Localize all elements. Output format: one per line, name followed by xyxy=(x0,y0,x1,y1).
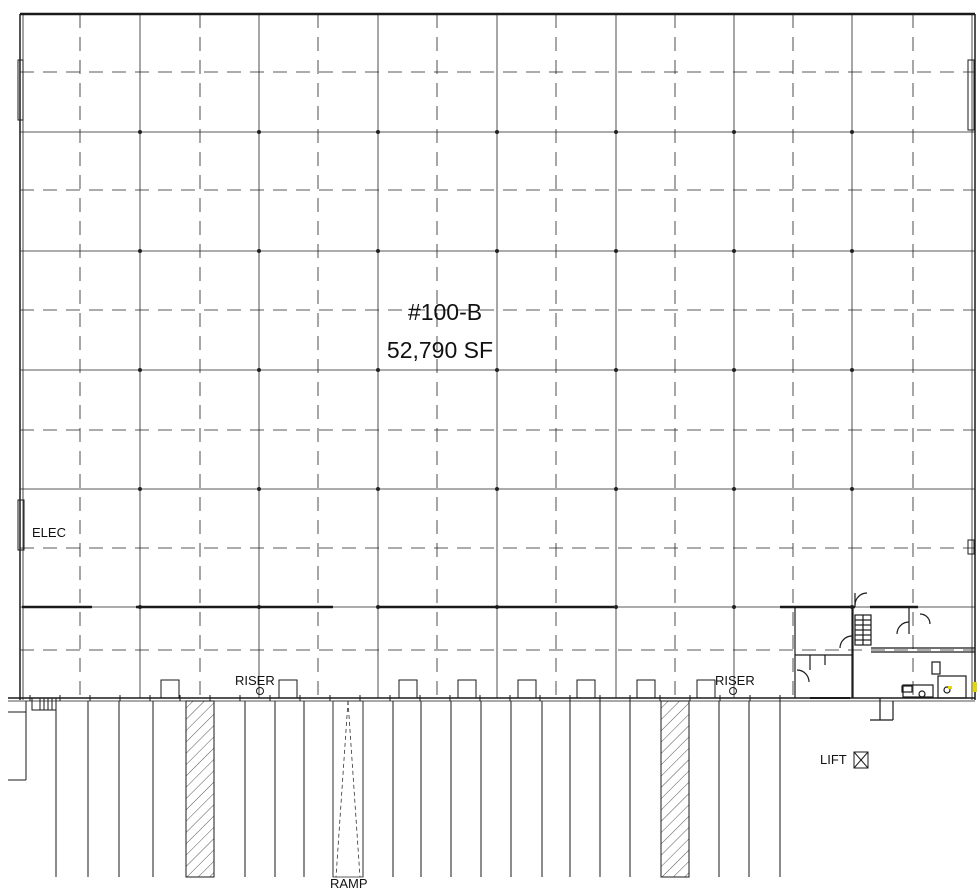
ramp xyxy=(332,700,364,878)
column-dot xyxy=(138,130,142,134)
hatched-aisle-left xyxy=(185,700,215,878)
column-dot xyxy=(732,368,736,372)
unit-number: #100-B xyxy=(408,299,482,325)
dock-door xyxy=(160,679,180,699)
riser-label-left: RISER xyxy=(235,673,275,688)
column-dot xyxy=(257,368,261,372)
dock-door xyxy=(457,679,477,699)
dock-door xyxy=(517,679,537,699)
column-dot xyxy=(376,487,380,491)
column-dot xyxy=(614,605,618,609)
ramp-label: RAMP xyxy=(330,876,368,890)
hatched-aisle-right xyxy=(660,700,690,878)
dock-doors xyxy=(29,679,781,701)
accent-marks xyxy=(948,682,977,692)
column-dot xyxy=(495,249,499,253)
dock-door xyxy=(278,679,298,699)
column-dot xyxy=(138,368,142,372)
column-dot xyxy=(495,130,499,134)
column-dot xyxy=(376,130,380,134)
dock-door xyxy=(576,679,596,699)
column-dot xyxy=(257,249,261,253)
column-dot xyxy=(138,487,142,491)
column-dot xyxy=(614,249,618,253)
column-dot xyxy=(732,130,736,134)
column-dot xyxy=(614,487,618,491)
column-dot xyxy=(614,368,618,372)
dock-door xyxy=(398,679,418,699)
left-dock xyxy=(8,697,57,781)
office-core xyxy=(794,592,975,721)
lift-symbol xyxy=(853,751,869,769)
column-dot xyxy=(614,130,618,134)
column-dot xyxy=(495,487,499,491)
column-dot xyxy=(850,130,854,134)
unit-area: 52,790 SF xyxy=(387,337,493,363)
column-dot xyxy=(850,368,854,372)
column-dot xyxy=(376,368,380,372)
dock-door xyxy=(636,679,656,699)
column-dot xyxy=(138,249,142,253)
column-dot xyxy=(495,368,499,372)
dock-door xyxy=(696,679,716,699)
column-dot xyxy=(850,249,854,253)
riser-symbols xyxy=(256,687,737,695)
lift-label: LIFT xyxy=(820,752,847,767)
column-dot xyxy=(257,487,261,491)
elec-label: ELEC xyxy=(32,525,66,540)
riser-label-right: RISER xyxy=(715,673,755,688)
column-dot xyxy=(732,249,736,253)
column-dot xyxy=(257,130,261,134)
column-dot xyxy=(850,487,854,491)
column-dot xyxy=(376,249,380,253)
column-dot xyxy=(732,487,736,491)
column-grid xyxy=(20,14,975,698)
column-dot xyxy=(732,605,736,609)
